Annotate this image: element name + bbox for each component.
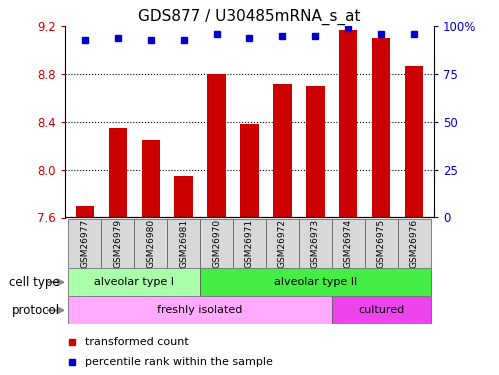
- Text: GSM26981: GSM26981: [179, 219, 188, 268]
- Text: GSM26980: GSM26980: [146, 219, 155, 268]
- Bar: [398, 219, 431, 268]
- Title: GDS877 / U30485mRNA_s_at: GDS877 / U30485mRNA_s_at: [138, 9, 361, 25]
- Bar: [200, 219, 233, 268]
- Text: GSM26973: GSM26973: [311, 219, 320, 268]
- Bar: [68, 296, 332, 324]
- Text: freshly isolated: freshly isolated: [157, 305, 243, 315]
- Bar: [208, 74, 226, 217]
- Bar: [339, 30, 357, 217]
- Bar: [75, 206, 94, 218]
- Text: GSM26970: GSM26970: [212, 219, 221, 268]
- Text: alveolar type I: alveolar type I: [94, 277, 174, 287]
- Bar: [68, 268, 200, 296]
- Bar: [405, 66, 424, 218]
- Bar: [241, 124, 258, 218]
- Text: transformed count: transformed count: [85, 336, 189, 346]
- Bar: [365, 219, 398, 268]
- Text: protocol: protocol: [12, 304, 60, 317]
- Bar: [332, 296, 431, 324]
- Text: percentile rank within the sample: percentile rank within the sample: [85, 357, 273, 367]
- Text: GSM26977: GSM26977: [80, 219, 89, 268]
- Bar: [299, 219, 332, 268]
- Bar: [200, 268, 431, 296]
- Bar: [273, 84, 291, 218]
- Bar: [109, 128, 127, 218]
- Bar: [175, 176, 193, 217]
- Bar: [134, 219, 167, 268]
- Bar: [332, 219, 365, 268]
- Text: alveolar type II: alveolar type II: [274, 277, 357, 287]
- Text: GSM26974: GSM26974: [344, 219, 353, 268]
- Text: cell type: cell type: [9, 276, 60, 289]
- Text: cultured: cultured: [358, 305, 405, 315]
- Bar: [306, 86, 324, 218]
- Bar: [372, 38, 390, 218]
- Bar: [68, 219, 101, 268]
- Bar: [266, 219, 299, 268]
- Bar: [142, 140, 160, 218]
- Bar: [101, 219, 134, 268]
- Bar: [167, 219, 200, 268]
- Text: GSM26971: GSM26971: [245, 219, 254, 268]
- Text: GSM26976: GSM26976: [410, 219, 419, 268]
- Text: GSM26979: GSM26979: [113, 219, 122, 268]
- Text: GSM26975: GSM26975: [377, 219, 386, 268]
- Bar: [233, 219, 266, 268]
- Text: GSM26972: GSM26972: [278, 219, 287, 268]
